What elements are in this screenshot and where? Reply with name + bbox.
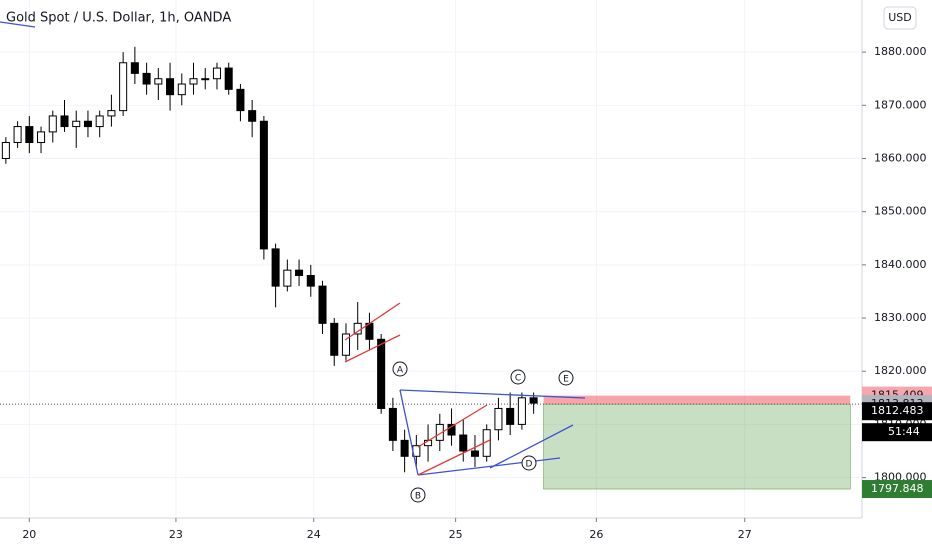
y-tick-label: 1870.000 (874, 98, 927, 111)
candle-body (388, 407, 397, 441)
stop-zone (543, 395, 851, 405)
candle-body (283, 269, 292, 287)
candle-body (25, 126, 34, 144)
candle-body (107, 110, 116, 117)
annotation-label: C (515, 374, 521, 384)
y-tick-label: 1840.000 (874, 258, 927, 271)
x-tick-label: 26 (589, 528, 603, 541)
candle-body (13, 126, 22, 144)
y-tick-label: 1880.000 (874, 45, 927, 58)
channel-line (417, 439, 491, 476)
candle-body (271, 248, 280, 287)
candle-body (166, 78, 175, 96)
candle-body (60, 115, 69, 128)
candle-body (177, 83, 186, 96)
annotation-label: E (563, 375, 569, 385)
candle-body (377, 338, 386, 409)
candle-body (330, 322, 339, 356)
currency-label: USD (888, 11, 912, 24)
currency-button[interactable] (883, 6, 917, 30)
candle-body (248, 110, 257, 122)
position-zone (0, 395, 862, 490)
price-tag-label: 1812.483 (871, 404, 924, 417)
annotation-label: B (415, 492, 421, 502)
x-tick-label: 23 (169, 528, 183, 541)
candles (1, 46, 538, 473)
annotation-circle (410, 487, 426, 503)
candle-body (517, 397, 526, 425)
candle-body (72, 120, 81, 128)
countdown: 51:44 (888, 425, 920, 438)
grid (0, 0, 862, 518)
y-tick-label: 1850.000 (874, 205, 927, 218)
candle-body (119, 62, 128, 112)
chart-title: Gold Spot / U.S. Dollar, 1h, OANDA (6, 11, 231, 26)
price-tag-label: 1797.848 (871, 482, 924, 495)
candle-body (295, 269, 304, 276)
y-tick-label: 1860.000 (874, 151, 927, 164)
x-tick-label: 24 (307, 528, 321, 541)
candle-body (459, 434, 468, 452)
price-axis: 1800.0001810.0001820.0001830.0001840.000… (862, 45, 932, 499)
target-zone (543, 403, 851, 490)
candle-body (130, 62, 139, 74)
annotation-label: D (526, 460, 533, 470)
candle-body (341, 333, 350, 356)
annotation-circle (392, 361, 408, 377)
triangle-line (399, 389, 419, 476)
candle-body (37, 131, 46, 144)
price-tag (862, 402, 932, 421)
trend-line (0, 21, 36, 28)
candle-body (259, 120, 268, 250)
candle-body (201, 78, 210, 81)
x-tick-label: 20 (22, 528, 36, 541)
annotation-label: A (397, 366, 404, 376)
price-tag (862, 480, 932, 499)
candle-body (318, 285, 327, 324)
y-tick-label: 1830.000 (874, 311, 927, 324)
candle-body (224, 67, 233, 90)
candle-body (435, 423, 444, 441)
x-tick-label: 25 (449, 528, 463, 541)
candle-body (529, 397, 538, 404)
annotation-circle (521, 455, 537, 471)
drawings (0, 21, 586, 476)
channel-line (344, 334, 401, 363)
trend-line (489, 424, 574, 469)
candle-body (400, 439, 409, 457)
candle-body (154, 78, 163, 85)
triangle-line (399, 389, 586, 399)
candle-body (95, 115, 104, 128)
channel-line (344, 302, 401, 341)
triangle-line (417, 457, 561, 476)
candle-body (494, 407, 503, 431)
channel-line (417, 404, 488, 448)
candle-body (48, 115, 57, 133)
countdown-box (862, 423, 932, 442)
annotation-circle (510, 369, 526, 385)
candle-body (189, 78, 198, 85)
annotations: A B C D E (392, 361, 574, 503)
candle-body (212, 67, 221, 80)
y-tick-label: 1820.000 (874, 364, 927, 377)
candle-body (236, 88, 245, 112)
candle-body (142, 72, 151, 85)
x-tick-label: 27 (738, 528, 752, 541)
candle-body (470, 450, 479, 457)
candle-body (506, 407, 515, 425)
candle-body (306, 274, 315, 287)
candle-body (1, 142, 10, 159)
annotation-circle (558, 370, 574, 386)
candle-body (83, 120, 92, 128)
candle-body (447, 423, 456, 436)
time-axis: 20 23 24 25 26 27 (22, 518, 752, 541)
